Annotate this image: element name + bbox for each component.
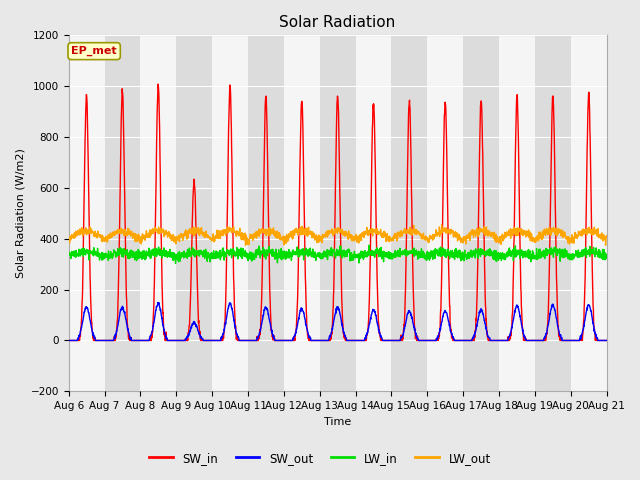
SW_out bbox=[556, 330, 563, 336]
LW_out bbox=[556, 227, 563, 232]
SW_out bbox=[215, 337, 223, 343]
LW_in bbox=[556, 248, 563, 254]
Bar bbox=[356, 36, 392, 391]
Line: SW_in: SW_in bbox=[68, 84, 607, 340]
SW_out bbox=[570, 337, 578, 343]
Bar bbox=[463, 36, 499, 391]
SW_in bbox=[65, 337, 72, 343]
Line: LW_out: LW_out bbox=[68, 225, 607, 245]
LW_out bbox=[365, 232, 372, 238]
Bar bbox=[212, 36, 248, 391]
LW_in bbox=[365, 247, 372, 253]
Bar bbox=[104, 36, 140, 391]
LW_out bbox=[570, 236, 578, 242]
Bar bbox=[248, 36, 284, 391]
Bar bbox=[319, 36, 356, 391]
Bar bbox=[428, 36, 463, 391]
Bar bbox=[571, 36, 607, 391]
Y-axis label: Solar Radiation (W/m2): Solar Radiation (W/m2) bbox=[15, 148, 25, 278]
Bar bbox=[499, 36, 535, 391]
Bar bbox=[392, 36, 428, 391]
LW_in bbox=[215, 252, 223, 258]
LW_in bbox=[494, 250, 502, 255]
Bar bbox=[68, 36, 104, 391]
SW_out bbox=[494, 337, 502, 343]
SW_out bbox=[603, 337, 611, 343]
Bar bbox=[140, 36, 176, 391]
SW_in bbox=[353, 337, 361, 343]
LW_out bbox=[603, 233, 611, 239]
Bar bbox=[176, 36, 212, 391]
SW_in bbox=[603, 337, 611, 343]
Line: LW_in: LW_in bbox=[68, 245, 607, 264]
SW_in bbox=[154, 81, 162, 87]
SW_in bbox=[494, 337, 502, 343]
Line: SW_out: SW_out bbox=[68, 302, 607, 340]
SW_out bbox=[154, 300, 162, 305]
LW_in bbox=[571, 253, 579, 259]
Bar bbox=[535, 36, 571, 391]
LW_out bbox=[215, 234, 223, 240]
Text: EP_met: EP_met bbox=[71, 46, 117, 56]
LW_in bbox=[172, 261, 179, 266]
Legend: SW_in, SW_out, LW_in, LW_out: SW_in, SW_out, LW_in, LW_out bbox=[145, 447, 495, 469]
Bar bbox=[284, 36, 319, 391]
SW_in bbox=[365, 310, 372, 316]
LW_in bbox=[65, 251, 72, 256]
SW_in bbox=[556, 334, 563, 339]
X-axis label: Time: Time bbox=[324, 417, 351, 427]
LW_out bbox=[353, 233, 361, 239]
LW_in bbox=[365, 242, 373, 248]
LW_out bbox=[494, 238, 502, 244]
SW_out bbox=[353, 337, 361, 343]
SW_out bbox=[365, 324, 372, 329]
LW_in bbox=[353, 254, 361, 260]
SW_out bbox=[65, 337, 72, 343]
SW_in bbox=[570, 337, 578, 343]
SW_in bbox=[215, 337, 223, 343]
LW_out bbox=[438, 222, 445, 228]
LW_in bbox=[603, 255, 611, 261]
LW_out bbox=[602, 242, 609, 248]
LW_out bbox=[65, 240, 72, 245]
Title: Solar Radiation: Solar Radiation bbox=[280, 15, 396, 30]
